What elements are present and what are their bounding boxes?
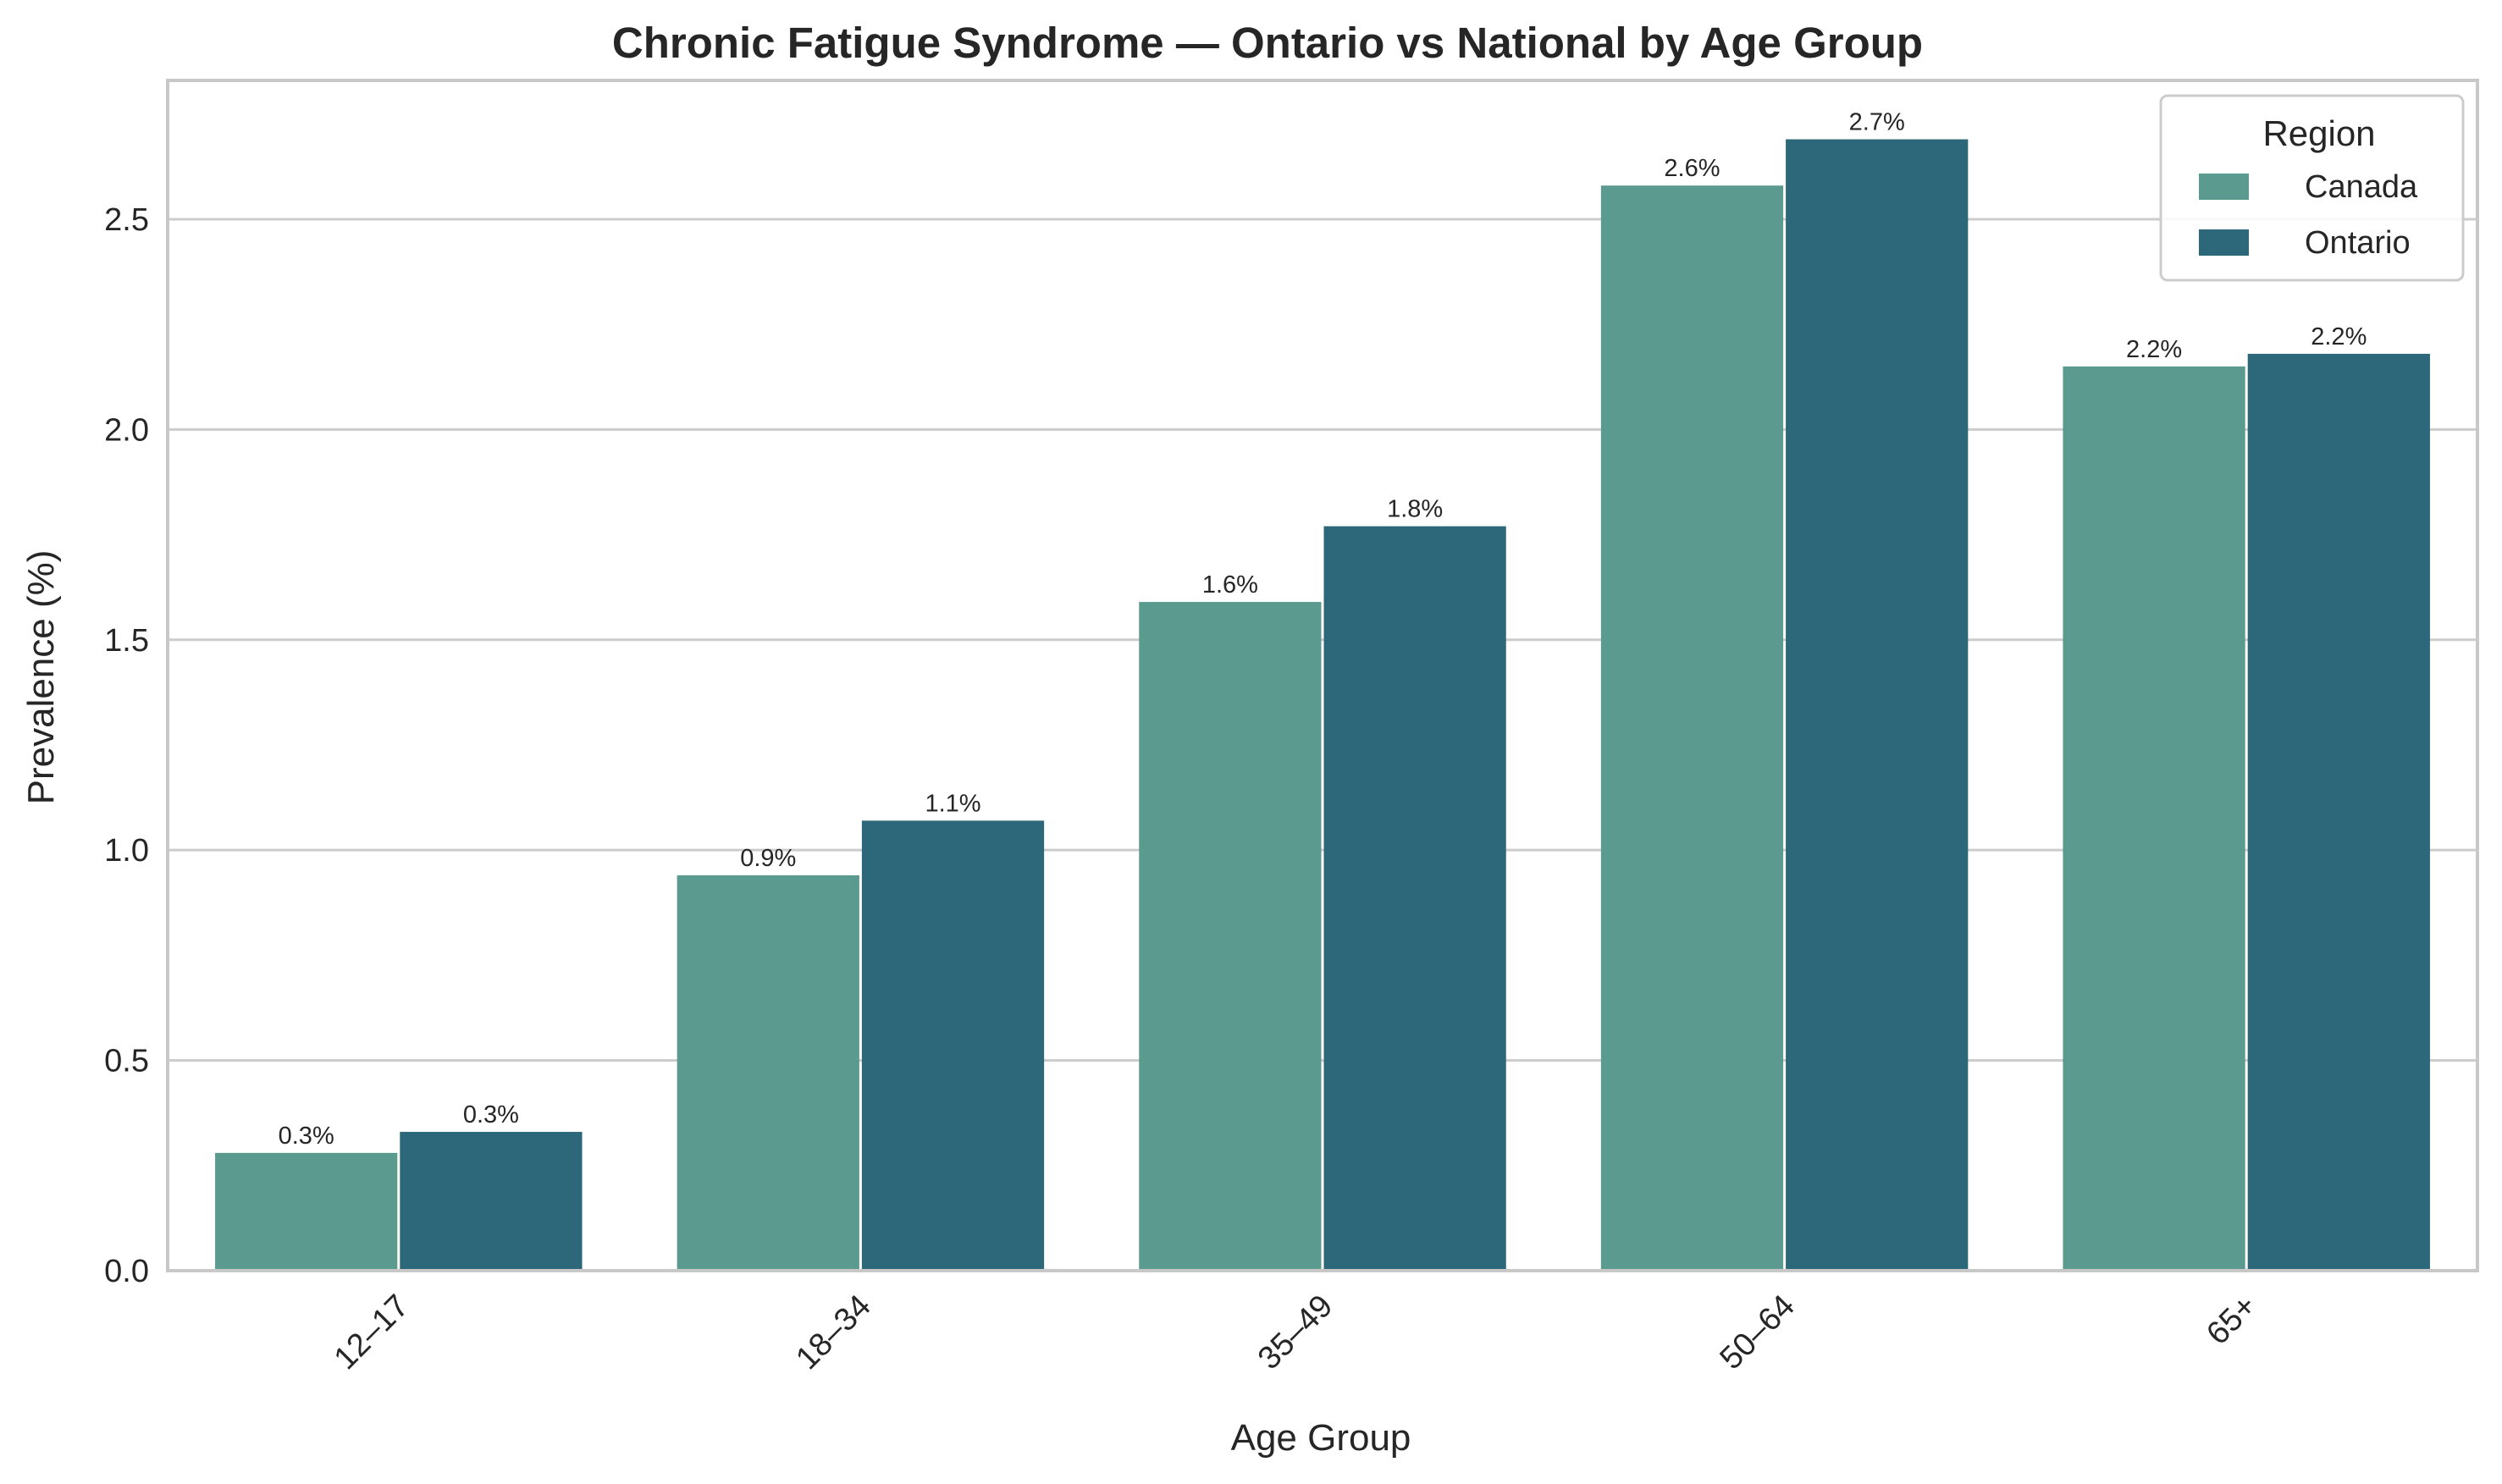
legend-label-canada: Canada xyxy=(2305,169,2418,205)
y-tick-label: 1.5 xyxy=(104,623,149,659)
bar-canada xyxy=(2063,366,2245,1272)
bars xyxy=(215,139,2430,1272)
y-axis-ticks: 0.0 0.5 1.0 1.5 2.0 2.5 xyxy=(104,202,149,1289)
bar-value-label: 0.3% xyxy=(279,1123,334,1150)
x-axis-ticks: 12–17 18–34 35–49 50–64 65+ xyxy=(328,1288,2264,1376)
x-axis-label: Age Group xyxy=(1231,1417,1411,1459)
bar-canada xyxy=(677,874,859,1271)
bar-value-label: 0.3% xyxy=(463,1101,519,1128)
y-tick-label: 2.5 xyxy=(104,202,149,238)
bar-value-label: 2.2% xyxy=(2311,323,2367,350)
y-tick-label: 1.0 xyxy=(104,833,149,869)
legend-label-ontario: Ontario xyxy=(2305,225,2411,261)
y-tick-label: 0.0 xyxy=(104,1254,149,1289)
bar-labels: 0.3% 0.3% 0.9% 1.1% 1.6% 1.8% 2.6% 2.7% 2.2% 2.2% xyxy=(279,109,2367,1150)
x-tick-label: 12–17 xyxy=(328,1288,416,1376)
bar-ontario xyxy=(861,820,1045,1271)
bar-value-label: 1.8% xyxy=(1387,496,1443,523)
bar-ontario xyxy=(1786,139,1969,1271)
bar-value-label: 1.6% xyxy=(1202,571,1258,599)
bar-ontario xyxy=(2247,353,2430,1271)
x-tick-label: 35–49 xyxy=(1251,1288,1339,1376)
plot-frame xyxy=(166,79,2479,1272)
bar-canada xyxy=(215,1152,398,1271)
bar-value-label: 2.7% xyxy=(1849,109,1905,136)
bar-value-label: 2.2% xyxy=(2126,336,2182,363)
bar-value-label: 0.9% xyxy=(740,845,796,872)
x-tick-label: 18–34 xyxy=(789,1288,877,1376)
legend-title: Region xyxy=(2262,113,2375,153)
y-tick-label: 0.5 xyxy=(104,1044,149,1079)
x-tick-label: 65+ xyxy=(2200,1288,2263,1352)
legend-swatch-canada xyxy=(2199,174,2249,200)
x-tick-label: 50–64 xyxy=(1714,1288,1802,1376)
y-tick-label: 2.0 xyxy=(104,412,149,448)
bar-ontario xyxy=(1323,526,1506,1271)
legend-items: Canada Ontario xyxy=(2199,169,2418,261)
chart-title: Chronic Fatigue Syndrome — Ontario vs Na… xyxy=(612,19,1923,67)
bar-value-label: 2.6% xyxy=(1664,155,1720,182)
bar-value-label: 1.1% xyxy=(925,790,980,817)
legend-swatch-ontario xyxy=(2199,229,2249,256)
bar-canada xyxy=(1139,602,1322,1271)
y-axis-label: Prevalence (%) xyxy=(20,550,62,805)
bar-ontario xyxy=(400,1132,583,1271)
bar-canada xyxy=(1600,185,1784,1271)
legend: Region Canada Ontario xyxy=(2159,94,2465,282)
